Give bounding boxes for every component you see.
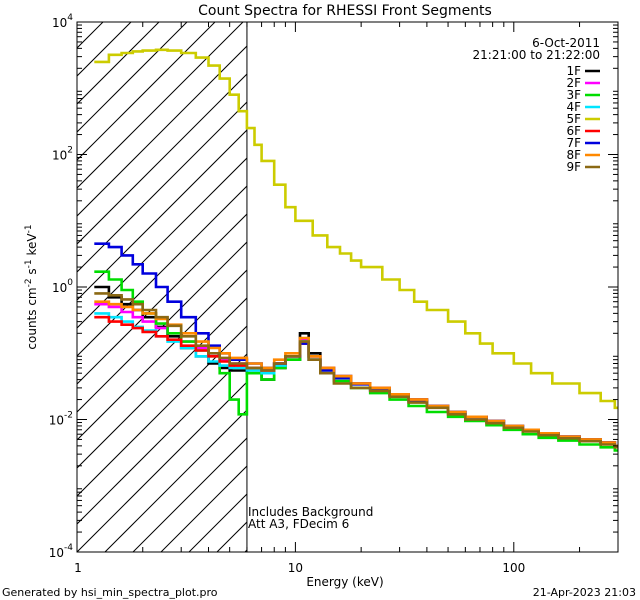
info-date: 6-Oct-2011 xyxy=(532,36,600,50)
x-tick-label: 10 xyxy=(288,561,303,575)
attenuator-hatch xyxy=(77,22,640,552)
hatch-line xyxy=(104,409,247,552)
footer-date: 21-Apr-2023 21:03 xyxy=(533,586,636,599)
x-axis-label: Energy (keV) xyxy=(306,575,383,589)
hatch-line xyxy=(77,157,247,329)
hatch-line xyxy=(77,381,247,552)
y-tick-label: 10-2 xyxy=(49,411,73,428)
legend-label: 1F xyxy=(566,64,581,78)
legend-label: 9F xyxy=(566,160,581,174)
footer-generated: Generated by hsi_min_spectra_plot.pro xyxy=(2,586,218,599)
legend-label: 8F xyxy=(566,148,581,162)
series-1F xyxy=(94,285,618,448)
hatch-line xyxy=(77,22,188,133)
legend-label: 2F xyxy=(566,76,581,90)
y-axis-label: counts cm-2 s-1 keV-1 xyxy=(24,224,39,349)
hatch-line xyxy=(273,22,640,552)
legend-label: 5F xyxy=(566,112,581,126)
hatch-line xyxy=(329,22,640,552)
legend-label: 6F xyxy=(566,124,581,138)
y-tick-label: 104 xyxy=(52,13,73,30)
series-9F xyxy=(94,292,618,449)
x-axis: 1 10 100 xyxy=(74,22,619,575)
note-attenuator: Att A3, FDecim 6 xyxy=(248,517,349,531)
hatch-line xyxy=(77,297,247,469)
hatch-line xyxy=(132,437,247,552)
hatch-line xyxy=(77,73,247,245)
hatch-line xyxy=(77,213,247,385)
series-layer xyxy=(94,48,618,452)
chart-title: Count Spectra for RHESSI Front Segments xyxy=(198,3,492,19)
hatch-line xyxy=(77,22,244,189)
note-background: Includes Background xyxy=(248,505,373,519)
hatch-line xyxy=(77,353,247,525)
series-7F xyxy=(94,242,618,448)
y-tick-label: 102 xyxy=(52,146,73,163)
y-tick-label: 10-4 xyxy=(49,543,74,560)
series-5F xyxy=(94,48,618,410)
legend-label: 3F xyxy=(566,88,581,102)
y-axis: 10-4 10-2 100 102 104 xyxy=(49,13,618,560)
hatch-line xyxy=(77,269,247,441)
hatch-line xyxy=(77,22,216,161)
x-tick-label: 100 xyxy=(502,561,525,575)
hatch-line xyxy=(77,185,247,357)
y-tick-label: 100 xyxy=(52,278,73,295)
hatch-line xyxy=(77,129,247,301)
x-tick-label: 1 xyxy=(74,561,82,575)
hatch-line xyxy=(77,241,247,413)
legend-label: 7F xyxy=(566,136,581,150)
info-time-range: 21:21:00 to 21:22:00 xyxy=(473,48,600,62)
series-3F xyxy=(94,270,618,452)
hatch-line xyxy=(77,45,247,217)
legend-label: 4F xyxy=(566,100,581,114)
hatch-line xyxy=(301,22,640,552)
hatch-line xyxy=(77,325,247,497)
